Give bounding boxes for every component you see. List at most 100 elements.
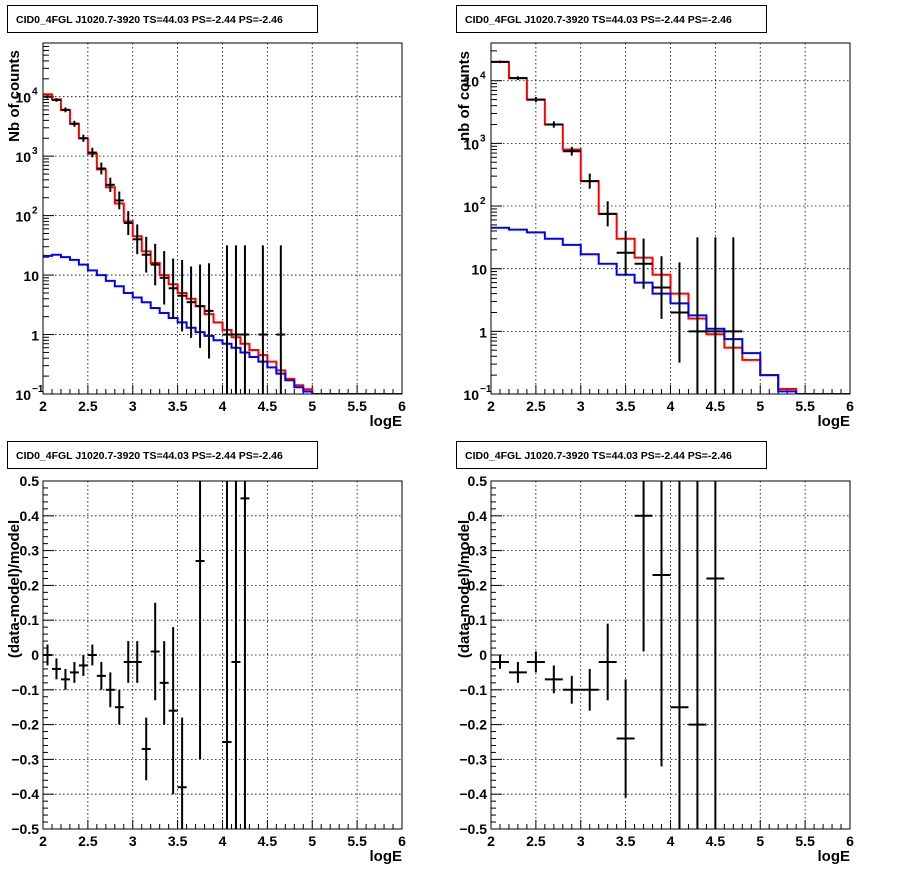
plot-frame [42,42,403,395]
data-point [724,237,743,394]
x-tick-label: 3.5 [168,833,188,849]
data-point [258,245,268,394]
chart-title: CID0_4FGL J1020.7-3920 TS=44.03 PS=-2.44… [7,441,318,469]
plot-area [43,481,250,829]
y-tick-label: 0.5 [20,473,40,489]
x-tick-label: 3 [129,398,137,414]
plot-area [491,481,725,829]
data-point [580,668,599,711]
y-axis-label: nb of counts [456,51,473,141]
data-point [616,679,635,798]
data-point [580,173,599,189]
data-point [222,481,232,829]
data-point [78,655,88,676]
data-point [78,134,88,142]
data-point [114,689,124,725]
data-point [159,251,169,305]
x-tick-label: 2.5 [78,833,98,849]
x-tick-label: 2 [39,398,47,414]
data-point [670,262,689,363]
data-point [204,263,214,359]
y-tick-label: 0.4 [468,508,488,524]
x-tick-label: 3 [577,833,585,849]
y-tick-label: 0.1 [468,612,488,628]
plot-frame [42,480,403,830]
data-point [69,120,79,127]
y-tick-label: 0 [31,647,39,663]
x-tick-label: 4.5 [258,398,278,414]
data-point [222,245,232,394]
y-tick-label: 10 [23,268,39,284]
y-tick-label: −0.3 [459,751,487,767]
data-point [195,264,205,348]
data-point [51,658,61,680]
data-point [491,60,509,64]
data-point [688,237,707,394]
chart-title: CID0_4FGL J1020.7-3920 TS=44.03 PS=-2.44… [456,441,767,469]
data-point [150,602,160,701]
data-point [177,260,187,332]
x-tick-label: 3.5 [616,398,636,414]
x-tick-label: 5 [308,833,316,849]
y-tick-label: 1 [31,328,39,344]
data-point [688,481,707,829]
y-tick-exponent: −1 [32,384,44,395]
y-tick-label: 0.5 [468,473,488,489]
data-point [508,76,527,81]
data-point [123,211,133,235]
y-tick-exponent: 4 [32,87,38,98]
data-point [526,651,545,673]
x-tick-label: 6 [846,398,854,414]
data-point [123,641,133,683]
data-point [87,147,97,158]
data-point [652,481,671,767]
y-tick-exponent: 2 [32,206,38,217]
data-point [634,238,653,289]
y-tick-exponent: 2 [480,196,486,207]
y-tick-exponent: 3 [32,146,38,157]
data-point [231,245,241,394]
data-point [60,107,70,113]
chart-title: CID0_4FGL J1020.7-3920 TS=44.03 PS=-2.44… [7,5,318,33]
x-tick-label: 4 [219,398,227,414]
data-point [706,237,725,394]
data-point [43,94,52,99]
y-tick-label: 10 [471,262,487,278]
x-tick-label: 4 [667,833,675,849]
y-tick-label: −0.5 [11,821,39,837]
chart-panel-top-left: CID0_4FGL J1020.7-3920 TS=44.03 PS=-2.44… [0,0,449,437]
plot-frame [490,480,851,830]
y-tick-exponent: 3 [480,133,486,144]
data-point [186,266,196,338]
data-point [168,258,178,319]
data-point [96,661,106,690]
x-axis-label: logE [818,413,851,430]
y-axis-label: (data-model)/model [6,520,23,658]
data-point [43,644,52,666]
x-tick-label: 6 [398,833,406,849]
x-tick-label: 3.5 [168,398,188,414]
data-point [69,661,79,683]
data-point [105,672,115,708]
x-tick-label: 5 [756,833,764,849]
x-tick-label: 5.5 [795,833,815,849]
x-tick-label: 4.5 [258,833,278,849]
x-tick-label: 2 [487,833,495,849]
data-point [177,717,187,829]
data-point [562,146,581,156]
y-tick-label: 1 [479,324,487,340]
data-point [670,481,689,829]
data-point [114,191,124,210]
y-tick-label: −0.2 [11,717,39,733]
data-point [598,201,617,227]
data-point [706,481,725,829]
y-tick-label: 0.1 [20,612,40,628]
data-point [231,481,241,829]
data-point [96,162,106,175]
data-point [634,481,653,652]
data-point [87,644,97,666]
data-point [168,627,178,795]
x-tick-label: 2 [487,398,495,414]
data-point [141,236,151,273]
